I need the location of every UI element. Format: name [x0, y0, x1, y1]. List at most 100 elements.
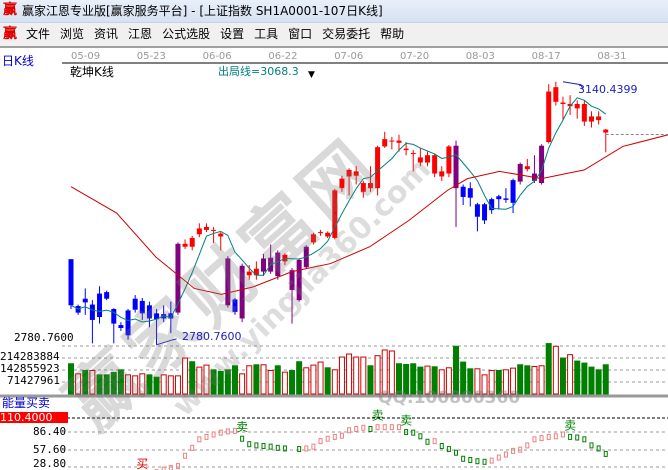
indicator-mark: [454, 449, 459, 456]
volume-bar: [103, 374, 110, 395]
period-label[interactable]: 日K线: [2, 54, 34, 68]
candle-body: [246, 271, 252, 276]
candle-body: [239, 265, 245, 319]
candle-body: [375, 147, 381, 189]
candle-body: [588, 116, 594, 122]
volume-bar: [588, 366, 595, 395]
volume-bar: [203, 364, 210, 395]
indicator-axis-label-2: 57.60: [33, 443, 67, 456]
volume-bar: [403, 363, 410, 395]
volume-bar: [510, 367, 517, 395]
candle-body: [111, 308, 117, 324]
candle-body: [360, 183, 366, 192]
candle-body: [410, 153, 416, 155]
menu-window[interactable]: 窗口: [288, 27, 313, 41]
candle-body: [146, 305, 152, 319]
kline-chart-area[interactable]: 买卖卖卖卖 赢家财富网 www.yingjia360.com QQ:100800…: [0, 48, 668, 470]
volume-bar: [517, 364, 524, 395]
volume-bar: [289, 369, 296, 395]
indicator-mark: [240, 435, 245, 442]
indicator-mark: [511, 447, 516, 454]
candle-body: [596, 116, 602, 121]
volume-bar: [167, 375, 174, 395]
indicator-mark: [268, 443, 273, 450]
candle-body: [296, 259, 302, 301]
menu-settings[interactable]: 设置: [220, 27, 245, 41]
date-label: 07-06: [334, 51, 364, 62]
menu-formula-screen[interactable]: 公式选股: [162, 27, 211, 41]
indicator-mark: [389, 424, 394, 431]
volume-bar: [317, 361, 324, 395]
volume-bar: [196, 366, 203, 395]
volume-bar: [75, 373, 82, 395]
volume-bar: [445, 367, 452, 395]
indicator-mark: [475, 458, 480, 465]
menu-help[interactable]: 帮助: [380, 27, 405, 41]
candle-body: [581, 103, 587, 122]
candle-body: [453, 145, 459, 189]
indicator-mark: [275, 444, 280, 451]
volume-bar: [574, 360, 581, 395]
volume-bar: [410, 363, 417, 395]
menu-tools[interactable]: 工具: [254, 27, 279, 41]
menu-news[interactable]: 资讯: [94, 27, 119, 41]
volume-bar: [146, 374, 153, 395]
volume-bar: [117, 369, 124, 395]
indicator-mark: [518, 446, 523, 453]
window-title: 赢家江恩专业版[赢家服务平台] - [上证指数 SH1A0001-107日K线]: [22, 4, 383, 18]
menu-trade[interactable]: 交易委托: [322, 27, 371, 41]
candle-body: [389, 140, 395, 142]
axis-low-label: 2780.7600: [14, 331, 74, 344]
candle-body: [189, 237, 195, 247]
candle-body: [139, 300, 145, 314]
menu-browse[interactable]: 浏览: [60, 27, 85, 41]
indicator-mark: [525, 442, 530, 449]
volume-bar: [82, 369, 89, 395]
candle-body: [546, 91, 552, 143]
candle-body: [68, 259, 74, 306]
indicator-mark: [404, 429, 409, 436]
indicator-mark: [496, 454, 501, 461]
indicator-mark: [254, 442, 259, 449]
menu-logo-icon[interactable]: 赢: [3, 26, 17, 42]
volume-axis-label-3: 71427961: [7, 374, 60, 387]
volume-axis-label-1: 214283884: [0, 350, 60, 363]
menu-gann[interactable]: 江恩: [128, 27, 153, 41]
indicator-panel-title[interactable]: 能量买卖: [2, 396, 51, 410]
candle-body: [474, 204, 480, 217]
candle-body: [353, 171, 359, 176]
candle-body: [118, 325, 124, 328]
menu-file[interactable]: 文件: [26, 27, 51, 41]
volume-bar: [374, 355, 381, 395]
indicator-mark: [560, 431, 565, 438]
candle-body: [510, 180, 516, 203]
candle-body: [203, 226, 209, 230]
candle-body: [182, 243, 188, 247]
candle-body: [539, 145, 545, 184]
volume-bar: [538, 365, 545, 395]
volume-bar: [281, 371, 288, 395]
volume-bar: [481, 374, 488, 395]
dropdown-arrow-icon[interactable]: ▼: [308, 70, 315, 80]
indicator-mark: [325, 435, 330, 442]
volume-bar: [495, 369, 502, 395]
indicator-mark: [204, 433, 209, 440]
indicator-mark: [582, 436, 587, 443]
candle-body: [325, 232, 331, 237]
title-bar: 赢 赢家江恩专业版[赢家服务平台] - [上证指数 SH1A0001-107日K…: [0, 0, 668, 23]
candle-body: [489, 199, 495, 211]
volume-bar: [296, 361, 303, 395]
indicator-mark: [382, 424, 387, 431]
volume-bar: [360, 356, 367, 395]
app-logo-icon: 赢: [3, 2, 17, 18]
volume-bar: [217, 370, 224, 395]
date-label: 05-09: [71, 51, 101, 62]
indicator-mark: [297, 446, 302, 453]
candle-body: [104, 292, 110, 299]
candle-body: [310, 234, 316, 243]
volume-bar: [367, 365, 374, 395]
volume-bar: [96, 374, 103, 395]
candle-body: [396, 140, 402, 143]
candle-body: [132, 298, 138, 310]
indicator-mark: [190, 444, 195, 451]
